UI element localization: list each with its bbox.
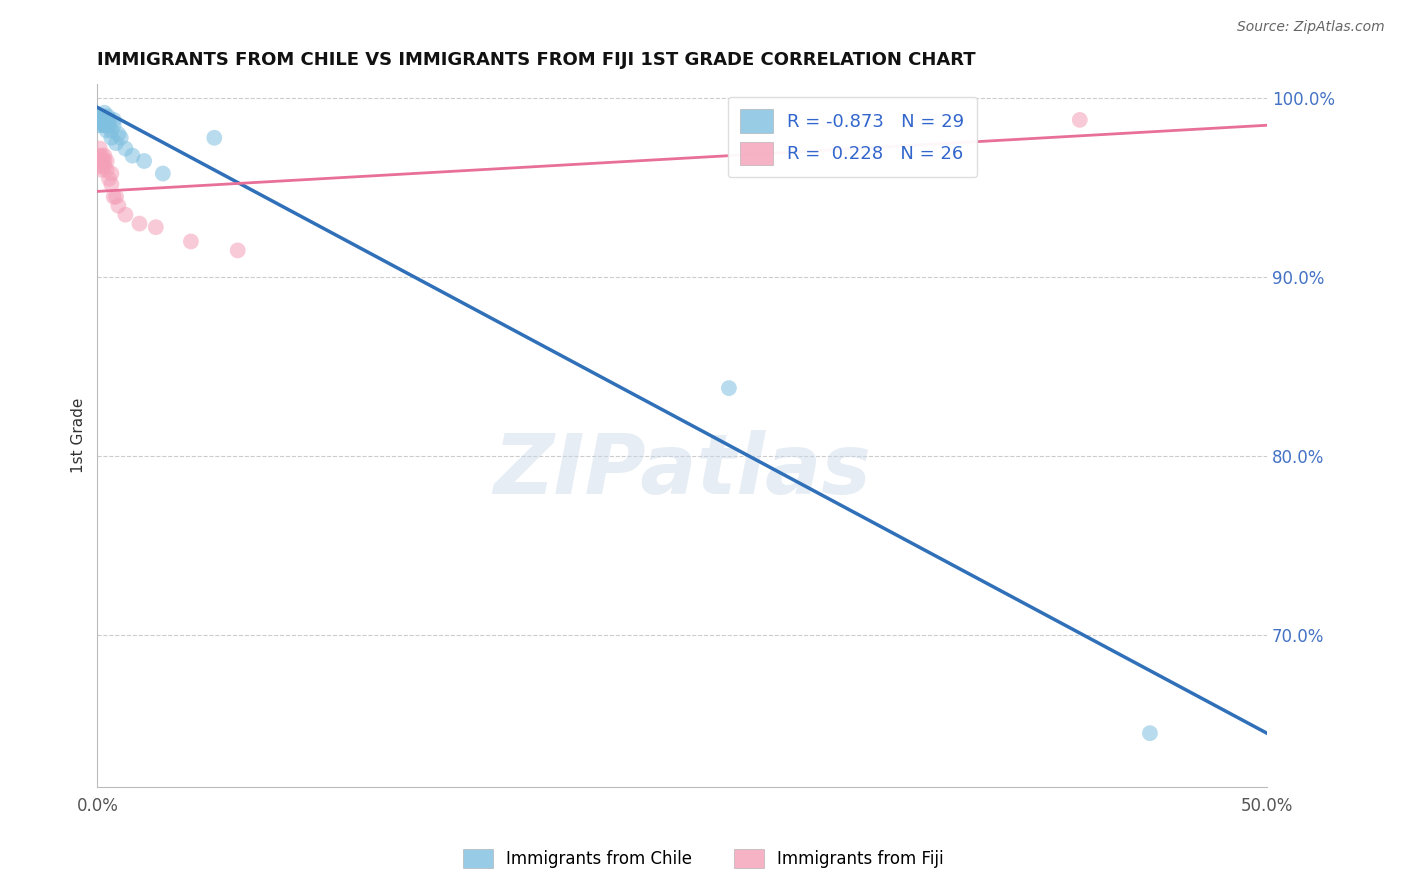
Point (98, 112, 121, 127)
Point (180, 235, 202, 249)
Point (114, 208, 136, 222)
Text: Source: ZipAtlas.com: Source: ZipAtlas.com (1237, 20, 1385, 34)
Point (96, 163, 118, 178)
Point (91, 109, 114, 123)
Point (98, 118, 121, 132)
Text: ZIPatlas: ZIPatlas (494, 430, 872, 511)
Point (128, 217, 150, 231)
Legend: R = -0.873   N = 29, R =  0.228   N = 26: R = -0.873 N = 29, R = 0.228 N = 26 (728, 96, 977, 178)
Point (91, 163, 114, 178)
Point (89, 148, 111, 162)
Point (105, 190, 128, 204)
Point (91, 154, 114, 169)
Y-axis label: 1st Grade: 1st Grade (72, 398, 86, 473)
Point (741, 118, 763, 132)
Point (202, 130, 225, 145)
Point (152, 167, 174, 181)
Point (93, 154, 115, 169)
Point (103, 118, 125, 132)
Point (90, 112, 112, 127)
Point (105, 136, 128, 150)
Point (226, 244, 249, 258)
Legend: Immigrants from Chile, Immigrants from Fiji: Immigrants from Chile, Immigrants from F… (456, 842, 950, 875)
Point (97, 109, 120, 123)
Point (90, 154, 112, 169)
Point (145, 220, 167, 235)
Point (1069, 112, 1091, 127)
Point (114, 141, 136, 155)
Point (91, 148, 114, 162)
Point (717, 381, 740, 395)
Point (96, 123, 118, 137)
Point (134, 154, 156, 169)
Point (93, 148, 115, 162)
Point (87, 154, 110, 169)
Point (107, 127, 129, 141)
Point (93, 109, 115, 123)
Point (103, 190, 125, 204)
Point (100, 167, 122, 181)
Point (100, 130, 122, 145)
Point (93, 105, 115, 120)
Point (100, 178, 122, 192)
Point (103, 112, 125, 127)
Point (107, 199, 129, 213)
Point (89, 109, 111, 123)
Point (98, 172, 121, 186)
Point (91, 118, 114, 132)
Point (100, 123, 122, 137)
Point (93, 118, 115, 132)
Point (96, 154, 118, 169)
Point (93, 160, 115, 174)
Point (89, 160, 111, 174)
Point (121, 148, 143, 162)
Point (96, 112, 118, 127)
Point (89, 141, 111, 155)
Point (110, 130, 132, 145)
Point (1139, 726, 1161, 740)
Point (87, 118, 110, 132)
Point (94, 118, 117, 132)
Point (91, 112, 114, 127)
Text: IMMIGRANTS FROM CHILE VS IMMIGRANTS FROM FIJI 1ST GRADE CORRELATION CHART: IMMIGRANTS FROM CHILE VS IMMIGRANTS FROM… (97, 51, 976, 69)
